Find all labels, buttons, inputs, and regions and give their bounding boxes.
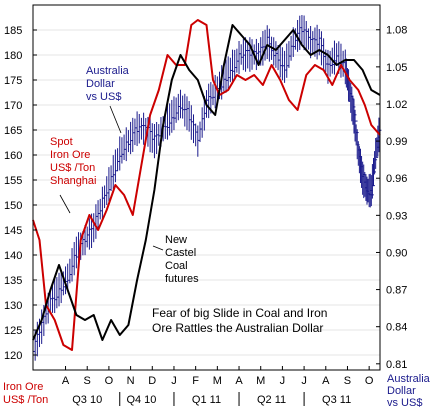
iron-annotation: Spot Iron Ore US$ /Ton Shanghai xyxy=(50,136,97,187)
aud-annotation-line2: Dollar xyxy=(86,78,115,90)
left-tick-label: 150 xyxy=(4,200,22,212)
chart-title-line1: Fear of big Slide in Coal and Iron xyxy=(152,306,327,320)
quarter-label: Q1 11 xyxy=(192,394,221,406)
coal-annotation: New Castel Coal futures xyxy=(165,234,199,285)
right-tick-label: 0.99 xyxy=(386,136,407,148)
left-tick-label: 135 xyxy=(4,275,22,287)
quarter-label: Q3 10 xyxy=(72,394,102,406)
right-tick-label: 0.96 xyxy=(386,173,407,185)
left-tick-label: 180 xyxy=(4,50,22,62)
x-axis: A S O N D J F M A M J J A S OQ3 10 Q4 10 Q1 11 Q2 11 Q3 11 xyxy=(62,366,374,406)
iron-annotation-pointer xyxy=(59,194,71,214)
month-label: M xyxy=(213,375,222,387)
left-tick-label: 130 xyxy=(4,300,22,312)
right-tick-label: 1.08 xyxy=(386,25,407,37)
month-label: N xyxy=(127,375,135,387)
iron-annotation-line4: Shanghai xyxy=(50,175,97,187)
right-tick-label: 1.02 xyxy=(386,99,407,111)
aud-annotation-line1: Australia xyxy=(86,65,130,77)
right-axis-label-line2: Dollar xyxy=(387,385,416,397)
left-tick-label: 155 xyxy=(4,175,22,187)
right-tick-label: 0.81 xyxy=(386,359,407,371)
right-axis-label-line3: vs US$ xyxy=(387,397,422,409)
left-axis-ticks: 120 125 130 135 140 145 150 155 160 165 170 175 180 1… xyxy=(4,25,37,362)
left-tick-label: 120 xyxy=(4,350,22,362)
left-tick-label: 175 xyxy=(4,75,22,87)
left-tick-label: 165 xyxy=(4,125,22,137)
month-label: A xyxy=(235,375,243,387)
iron-annotation-line2: Iron Ore xyxy=(50,149,90,161)
left-tick-label: 125 xyxy=(4,325,22,337)
coal-annotation-line3: Coal xyxy=(165,260,188,272)
left-tick-label: 185 xyxy=(4,25,22,37)
month-label: J xyxy=(280,375,286,387)
chart-title: Fear of big Slide in Coal and Iron Ore R… xyxy=(152,306,327,335)
quarter-label: Q2 11 xyxy=(257,394,286,406)
quarter-label: Q4 10 xyxy=(126,394,156,406)
iron-annotation-line1: Spot xyxy=(50,136,73,148)
coal-annotation-pointer xyxy=(152,245,164,251)
coal-annotation-line4: futures xyxy=(165,273,199,285)
coal-futures-line xyxy=(32,24,381,341)
right-axis-ticks: 0.81 0.84 0.87 0.90 0.93 0.96 0.99 1.02 1.05 1.08 xyxy=(376,25,407,371)
month-label: A xyxy=(62,375,70,387)
left-tick-label: 170 xyxy=(4,100,22,112)
right-axis-label-line1: Australia xyxy=(387,373,431,385)
left-axis-label-line1: Iron Ore xyxy=(3,381,43,393)
left-axis-label-line2: US$ /Ton xyxy=(3,394,48,406)
coal-annotation-line1: New xyxy=(165,234,187,246)
plot-frame xyxy=(32,4,381,371)
iron-annotation-line3: US$ /Ton xyxy=(50,162,95,174)
month-label: A xyxy=(322,375,330,387)
iron-ore-line xyxy=(32,19,381,351)
month-label: O xyxy=(365,375,374,387)
aud-annotation-line3: vs US$ xyxy=(86,91,121,103)
series-lines xyxy=(32,19,381,351)
month-label: F xyxy=(192,375,199,387)
right-tick-label: 0.93 xyxy=(386,210,407,222)
month-label: S xyxy=(84,375,91,387)
right-tick-label: 0.90 xyxy=(386,247,407,259)
right-tick-label: 1.05 xyxy=(386,62,407,74)
left-tick-label: 140 xyxy=(4,250,22,262)
aud-annotation-pointer xyxy=(109,105,122,134)
month-label: J xyxy=(171,375,177,387)
month-label: S xyxy=(344,375,351,387)
aud-annotation: Australia Dollar vs US$ xyxy=(86,65,130,103)
chart-title-line2: Ore Rattles the Australian Dollar xyxy=(152,321,323,335)
month-label: O xyxy=(105,375,114,387)
right-tick-label: 0.84 xyxy=(386,322,407,334)
month-label: J xyxy=(301,375,307,387)
left-tick-label: 145 xyxy=(4,225,22,237)
right-tick-label: 0.87 xyxy=(386,285,407,297)
month-label: M xyxy=(256,375,265,387)
month-label: D xyxy=(148,375,156,387)
left-tick-label: 160 xyxy=(4,150,22,162)
quarter-label: Q3 11 xyxy=(322,394,351,406)
coal-annotation-line2: Castel xyxy=(165,247,196,259)
